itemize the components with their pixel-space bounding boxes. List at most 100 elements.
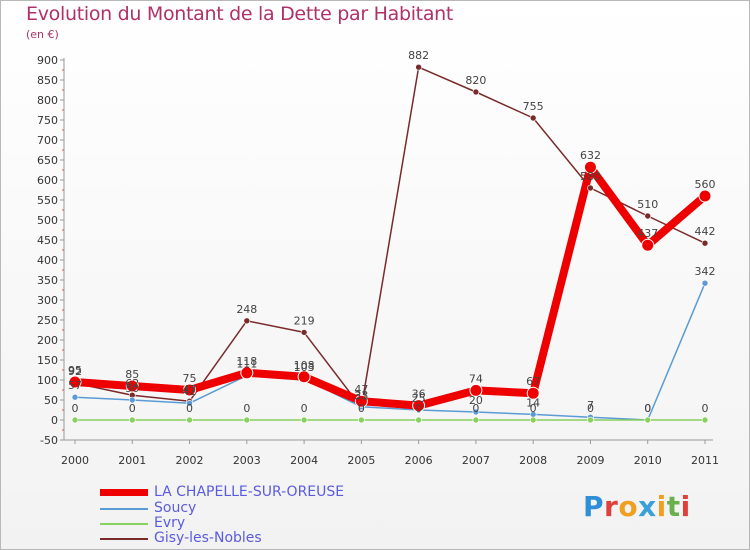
data-point [644,416,652,424]
data-label: 111 [236,358,257,371]
x-tick-label: 2001 [118,454,146,467]
data-label: 0 [644,402,651,415]
data-label: 0 [129,402,136,415]
data-label: 62 [125,377,139,390]
data-point [71,416,79,424]
data-label: 74 [469,372,483,385]
data-point [358,416,365,424]
data-label: 118 [236,355,257,368]
chart-unit: (en €) [26,28,59,41]
data-point [587,416,594,424]
data-point [526,386,540,400]
series-line [74,282,706,421]
x-tick-label: 2011 [691,454,719,467]
data-point [128,396,136,404]
data-label: 755 [523,100,544,113]
data-label: 0 [702,402,709,415]
data-label: 47 [354,383,368,396]
data-point [186,416,193,424]
y-tick-label: 850 [37,74,58,87]
x-tick-label: 2005 [347,454,375,467]
y-tick-label: -50 [40,434,58,447]
data-label: 820 [465,74,486,87]
y-tick-label: 250 [37,314,58,327]
legend-label-gisy: Gisy-les-Nobles [154,530,262,546]
data-point [128,416,136,424]
data-point [243,416,251,424]
series-line [74,66,706,409]
y-tick-label: 800 [37,94,58,107]
x-tick-label: 2004 [290,454,318,467]
data-point [701,239,709,247]
logo-letter: o [618,490,639,523]
data-point [125,379,139,393]
data-point [644,212,652,220]
y-tick-label: 0 [51,414,58,427]
data-point [641,238,655,252]
y-tick-label: 200 [37,334,58,347]
legend-swatch-evry [100,523,148,525]
data-label: 47 [183,383,197,396]
series-line [71,163,709,410]
data-point [71,393,79,401]
data-label: 14 [526,396,540,409]
data-point [469,383,483,397]
data-label: 248 [236,303,257,316]
data-label: 92 [68,365,82,378]
data-label: 36 [412,388,426,401]
x-tick-label: 2002 [176,454,204,467]
legend-swatch-la-chapelle [100,489,148,496]
y-tick-label: 350 [37,274,58,287]
data-label: 67 [526,375,540,388]
data-label: 0 [415,402,422,415]
y-tick-label: 750 [37,114,58,127]
data-point [529,416,537,424]
legend-label-evry: Evry [154,515,186,531]
data-label: 75 [183,372,197,385]
data-label: 33 [354,389,368,402]
data-label: 632 [580,149,601,162]
data-label: 442 [695,225,716,238]
legend-label-soucy: Soucy [154,500,197,516]
data-label: 0 [72,402,79,415]
data-label: 25 [412,392,426,405]
data-label: 31 [354,390,368,403]
data-point [587,184,594,192]
data-label: 437 [637,227,658,240]
proxiti-logo: Proxiti [583,490,691,523]
data-label: 108 [294,359,315,372]
legend-label-la-chapelle: LA CHAPELLE-SUR-OREUSE [154,484,345,500]
data-point [300,416,308,424]
data-label: 0 [587,402,594,415]
x-tick-label: 2007 [462,454,490,467]
x-tick-label: 2008 [519,454,547,467]
data-label: 0 [186,402,193,415]
y-tick-label: 150 [37,354,58,367]
data-point [701,279,709,287]
data-point [68,375,82,389]
data-label: 0 [358,402,365,415]
data-point [529,114,537,122]
x-tick-label: 2006 [405,454,433,467]
y-tick-label: 100 [37,374,58,387]
data-point [472,416,480,424]
y-tick-label: 900 [37,54,58,67]
y-tick-label: 300 [37,294,58,307]
data-label: 0 [644,402,651,415]
data-point [472,88,480,96]
data-label: 0 [301,402,308,415]
legend-swatch-soucy [100,508,148,510]
y-tick-label: 50 [44,394,58,407]
data-label: 882 [408,49,429,62]
chart-title: Evolution du Montant de la Dette par Hab… [26,3,454,25]
x-tick-label: 2000 [61,454,89,467]
data-point [415,416,422,424]
data-point [412,399,426,413]
data-label: 510 [637,198,658,211]
data-label: 57 [68,379,82,392]
data-label: 95 [68,364,82,377]
data-label: 50 [125,382,139,395]
data-label: 219 [294,314,315,327]
